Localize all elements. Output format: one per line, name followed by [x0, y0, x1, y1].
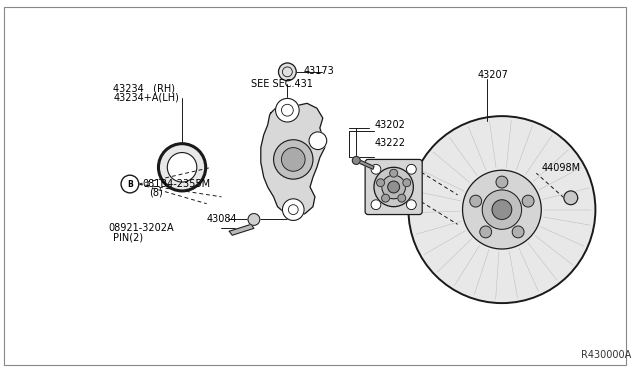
Circle shape: [273, 140, 313, 179]
Text: B: B: [127, 180, 132, 189]
Circle shape: [398, 194, 406, 202]
Text: 08921-3202A: 08921-3202A: [108, 223, 174, 233]
Text: SEE SEC.431: SEE SEC.431: [251, 78, 313, 89]
Circle shape: [309, 132, 327, 150]
Circle shape: [388, 181, 399, 193]
Circle shape: [470, 195, 482, 207]
Text: 43202: 43202: [375, 120, 406, 130]
Circle shape: [381, 194, 390, 202]
Circle shape: [492, 200, 512, 219]
Text: R430000A: R430000A: [580, 350, 631, 360]
Text: 43207: 43207: [477, 70, 508, 80]
Circle shape: [390, 169, 397, 177]
FancyBboxPatch shape: [365, 160, 422, 215]
Text: 43234   (RH): 43234 (RH): [113, 84, 175, 94]
Text: 44098M: 44098M: [541, 163, 580, 173]
Circle shape: [248, 214, 260, 225]
Circle shape: [276, 99, 299, 122]
Circle shape: [353, 157, 360, 164]
Circle shape: [403, 179, 411, 187]
Text: 43234+A(LH): 43234+A(LH): [113, 92, 179, 102]
Circle shape: [374, 167, 413, 207]
Circle shape: [406, 164, 416, 174]
Text: 081B4-2355M: 081B4-2355M: [143, 179, 211, 189]
Text: 43173: 43173: [303, 66, 334, 76]
Circle shape: [376, 179, 385, 187]
Polygon shape: [355, 158, 374, 169]
Circle shape: [282, 199, 304, 221]
Text: PIN(2): PIN(2): [113, 232, 143, 242]
Circle shape: [121, 175, 139, 193]
Circle shape: [406, 200, 416, 209]
Circle shape: [278, 63, 296, 81]
Circle shape: [371, 164, 381, 174]
Text: (8): (8): [150, 188, 163, 198]
Circle shape: [480, 226, 492, 238]
Circle shape: [482, 190, 522, 229]
Text: 43222: 43222: [375, 138, 406, 148]
Circle shape: [282, 148, 305, 171]
Circle shape: [463, 170, 541, 249]
Circle shape: [408, 116, 595, 303]
Circle shape: [512, 226, 524, 238]
Circle shape: [382, 175, 406, 199]
Text: 43084: 43084: [207, 215, 237, 224]
Circle shape: [496, 176, 508, 188]
Circle shape: [564, 191, 578, 205]
Polygon shape: [260, 99, 324, 217]
Circle shape: [522, 195, 534, 207]
Circle shape: [371, 200, 381, 209]
Polygon shape: [229, 224, 254, 235]
